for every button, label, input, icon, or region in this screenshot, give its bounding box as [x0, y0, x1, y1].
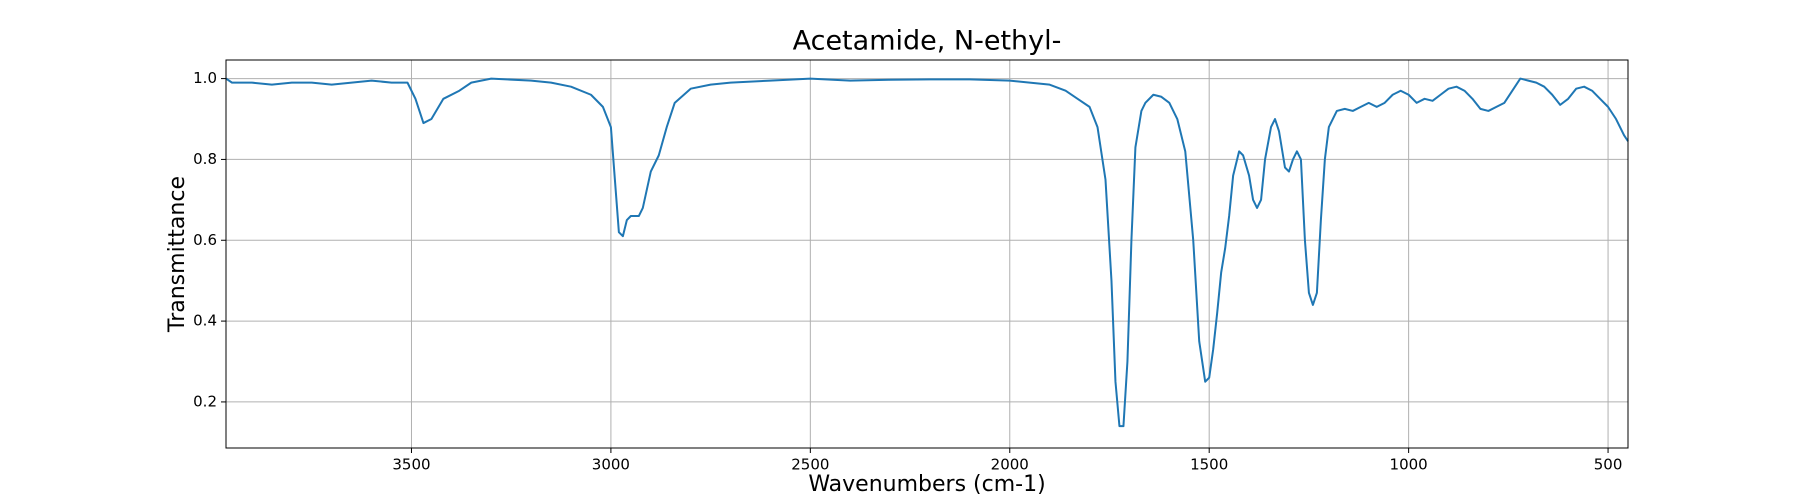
y-tick-label: 0.4 — [193, 312, 217, 330]
spectrum-line — [225, 77, 1629, 428]
x-tick-label: 3000 — [592, 456, 630, 474]
x-tick-label: 500 — [1594, 456, 1623, 474]
x-tick-label: 1000 — [1390, 456, 1428, 474]
plot-frame — [225, 59, 1629, 449]
x-tick-label: 2500 — [791, 456, 829, 474]
y-tick-label: 1.0 — [193, 69, 217, 87]
x-tick-label: 1500 — [1190, 456, 1228, 474]
y-tick-label: 0.2 — [193, 392, 217, 410]
y-tick-label: 0.6 — [193, 231, 217, 249]
x-tick-label: 2000 — [991, 456, 1029, 474]
y-axis-label: Transmittance — [165, 176, 190, 333]
x-axis-label: Wavenumbers (cm-1) — [808, 472, 1045, 497]
chart-title: Acetamide, N-ethyl- — [793, 26, 1062, 57]
y-tick-label: 0.8 — [193, 150, 217, 168]
x-tick-label: 3500 — [392, 456, 430, 474]
